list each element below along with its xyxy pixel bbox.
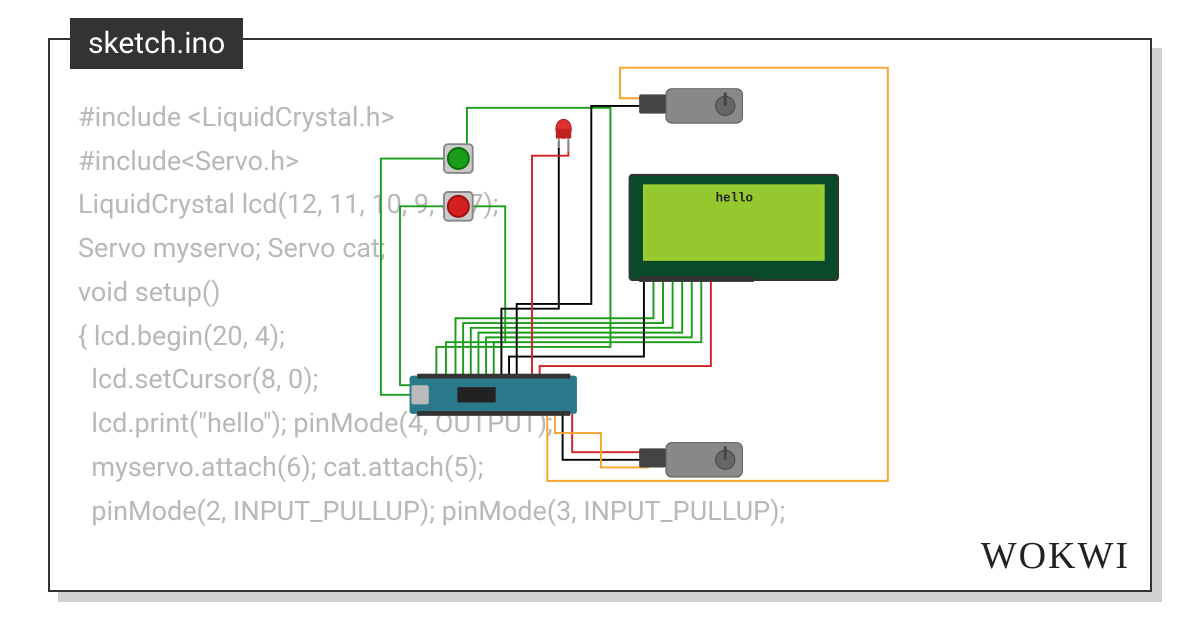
led-red <box>556 119 571 152</box>
lcd-module: hello <box>630 175 839 282</box>
circuit-diagram: hello <box>300 60 940 500</box>
servo-bottom <box>639 443 742 477</box>
arduino-nano <box>410 374 577 416</box>
file-tab[interactable]: sketch.ino <box>70 18 243 69</box>
servo-top <box>639 89 742 123</box>
brand-logo: WOKWI <box>981 534 1130 578</box>
button-red[interactable] <box>444 192 473 221</box>
button-green[interactable] <box>444 144 473 173</box>
lcd-text: hello <box>716 192 753 206</box>
